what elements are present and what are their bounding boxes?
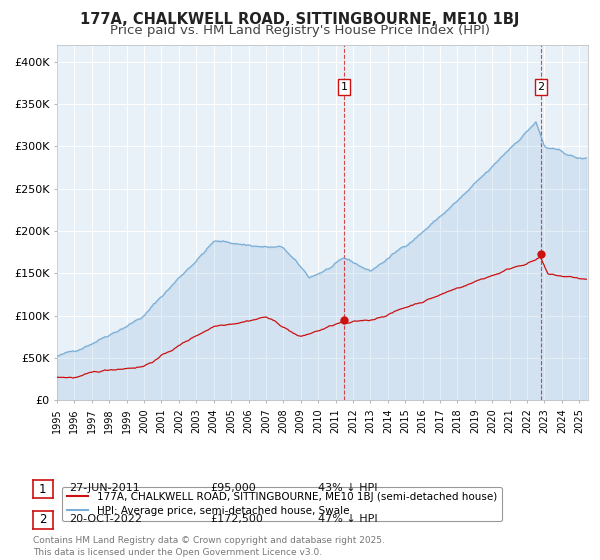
Text: 27-JUN-2011: 27-JUN-2011: [69, 483, 140, 493]
Legend: 177A, CHALKWELL ROAD, SITTINGBOURNE, ME10 1BJ (semi-detached house), HPI: Averag: 177A, CHALKWELL ROAD, SITTINGBOURNE, ME1…: [62, 487, 502, 521]
Text: 2: 2: [538, 82, 545, 92]
Text: £95,000: £95,000: [210, 483, 256, 493]
Text: £172,500: £172,500: [210, 514, 263, 524]
Text: Contains HM Land Registry data © Crown copyright and database right 2025.
This d: Contains HM Land Registry data © Crown c…: [33, 536, 385, 557]
Text: 1: 1: [341, 82, 347, 92]
Text: 43% ↓ HPI: 43% ↓ HPI: [318, 483, 377, 493]
Text: 1: 1: [39, 483, 47, 496]
Text: 177A, CHALKWELL ROAD, SITTINGBOURNE, ME10 1BJ: 177A, CHALKWELL ROAD, SITTINGBOURNE, ME1…: [80, 12, 520, 27]
Text: 47% ↓ HPI: 47% ↓ HPI: [318, 514, 377, 524]
Text: 20-OCT-2022: 20-OCT-2022: [69, 514, 142, 524]
Text: Price paid vs. HM Land Registry's House Price Index (HPI): Price paid vs. HM Land Registry's House …: [110, 24, 490, 37]
Text: 2: 2: [39, 514, 47, 526]
